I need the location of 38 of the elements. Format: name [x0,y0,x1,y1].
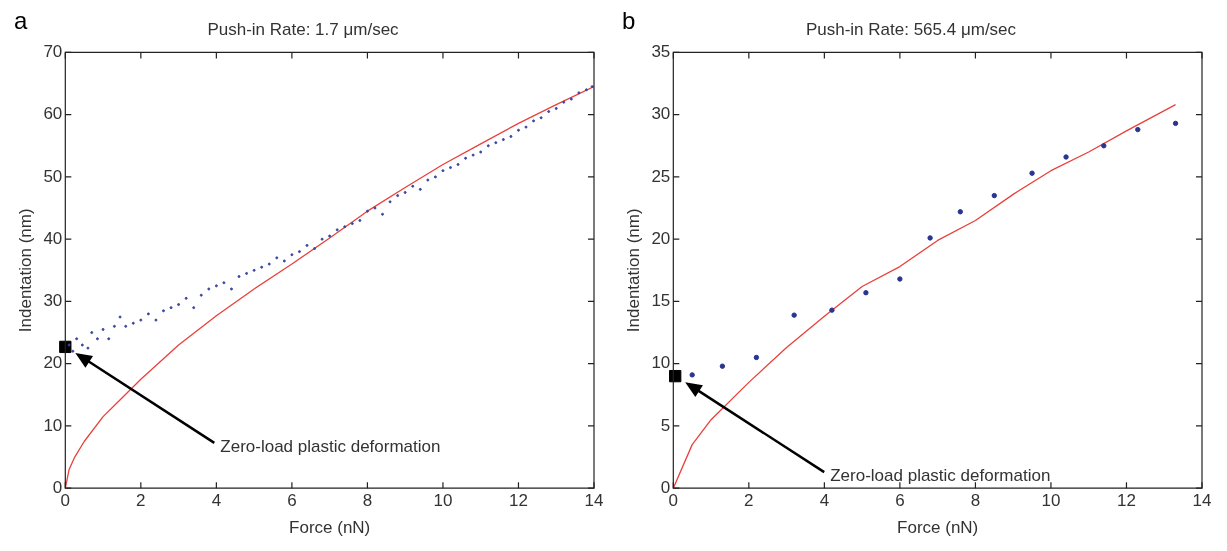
y-tick-label: 20 [43,353,63,373]
y-tick-label: 30 [43,291,63,311]
y-axis-title: Indentation (nm) [15,208,35,333]
annotation: Zero-load plastic deformation [220,436,441,456]
x-tick-label: 14 [584,491,604,511]
y-tick-label: 30 [651,104,671,124]
x-tick-label: 12 [509,491,528,511]
y-tick-label: 15 [651,291,671,311]
x-tick-label: 14 [1192,491,1212,511]
x-tick-label: 4 [211,491,222,511]
y-tick-label: 40 [43,228,63,248]
x-tick-label: 2 [136,491,146,511]
y-axis-title: Indentation (nm) [623,208,643,333]
y-tick-label: 20 [651,228,671,248]
text: b [622,6,636,34]
x-axis-title: Force (nN) [897,518,979,538]
y-tick-label: 5 [660,415,671,435]
x-tick-label: 8 [970,491,981,511]
chart-title: Push-in Rate: 565.4 μm/sec [805,19,1017,39]
y-tick-label: 10 [43,415,63,435]
x-axis-title: Force (nN) [289,518,371,538]
y-tick-label: 25 [651,166,671,186]
y-tick-label: 60 [43,104,63,124]
x-tick-label: 6 [895,491,905,511]
x-tick-label: 8 [362,491,373,511]
y-tick-label: 10 [651,353,671,373]
x-tick-label: 2 [744,491,754,511]
x-tick-label: 4 [819,491,830,511]
x-tick-label: 10 [1041,491,1061,511]
x-tick-label: 12 [1117,491,1136,511]
chart-title: Push-in Rate: 1.7 μm/sec [207,19,400,39]
y-tick-label: 50 [43,166,63,186]
y-tick-label: 70 [43,42,63,62]
x-tick-label: 6 [287,491,297,511]
y-tick-label: 35 [651,42,671,62]
text: a [14,6,28,34]
x-tick-label: 10 [433,491,453,511]
annotation: Zero-load plastic deformation [830,465,1051,485]
